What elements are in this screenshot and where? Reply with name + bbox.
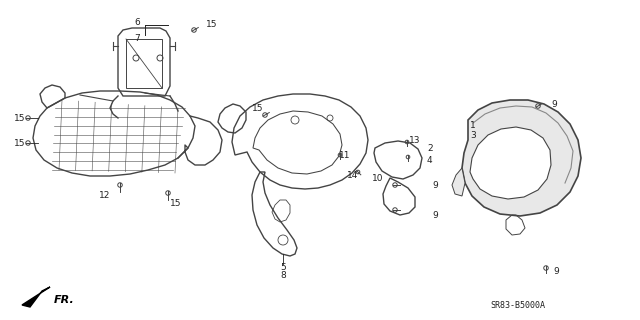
Text: 9: 9 bbox=[553, 268, 559, 276]
Text: 12: 12 bbox=[99, 190, 110, 199]
Text: 11: 11 bbox=[339, 150, 350, 159]
Text: 9: 9 bbox=[432, 211, 438, 220]
Text: 10: 10 bbox=[371, 173, 383, 182]
Text: 13: 13 bbox=[408, 135, 420, 145]
Text: 15: 15 bbox=[14, 114, 26, 123]
Text: 15: 15 bbox=[206, 20, 218, 28]
Text: 8: 8 bbox=[280, 271, 286, 281]
Text: 7: 7 bbox=[134, 34, 140, 43]
Text: 3: 3 bbox=[470, 131, 476, 140]
Text: 5: 5 bbox=[280, 263, 286, 273]
Text: 2: 2 bbox=[427, 143, 433, 153]
Text: 14: 14 bbox=[347, 171, 358, 180]
Text: SR83-B5000A: SR83-B5000A bbox=[490, 301, 545, 310]
Text: 4: 4 bbox=[427, 156, 433, 164]
Text: 9: 9 bbox=[432, 180, 438, 189]
Polygon shape bbox=[452, 168, 465, 196]
Polygon shape bbox=[470, 127, 551, 199]
Text: 9: 9 bbox=[551, 100, 557, 108]
Polygon shape bbox=[462, 100, 581, 216]
Polygon shape bbox=[22, 287, 50, 307]
Text: 15: 15 bbox=[170, 198, 182, 207]
Text: 1: 1 bbox=[470, 121, 476, 130]
Text: 15: 15 bbox=[14, 139, 26, 148]
Text: FR.: FR. bbox=[54, 295, 75, 305]
Text: 6: 6 bbox=[134, 18, 140, 27]
Text: 15: 15 bbox=[252, 103, 264, 113]
